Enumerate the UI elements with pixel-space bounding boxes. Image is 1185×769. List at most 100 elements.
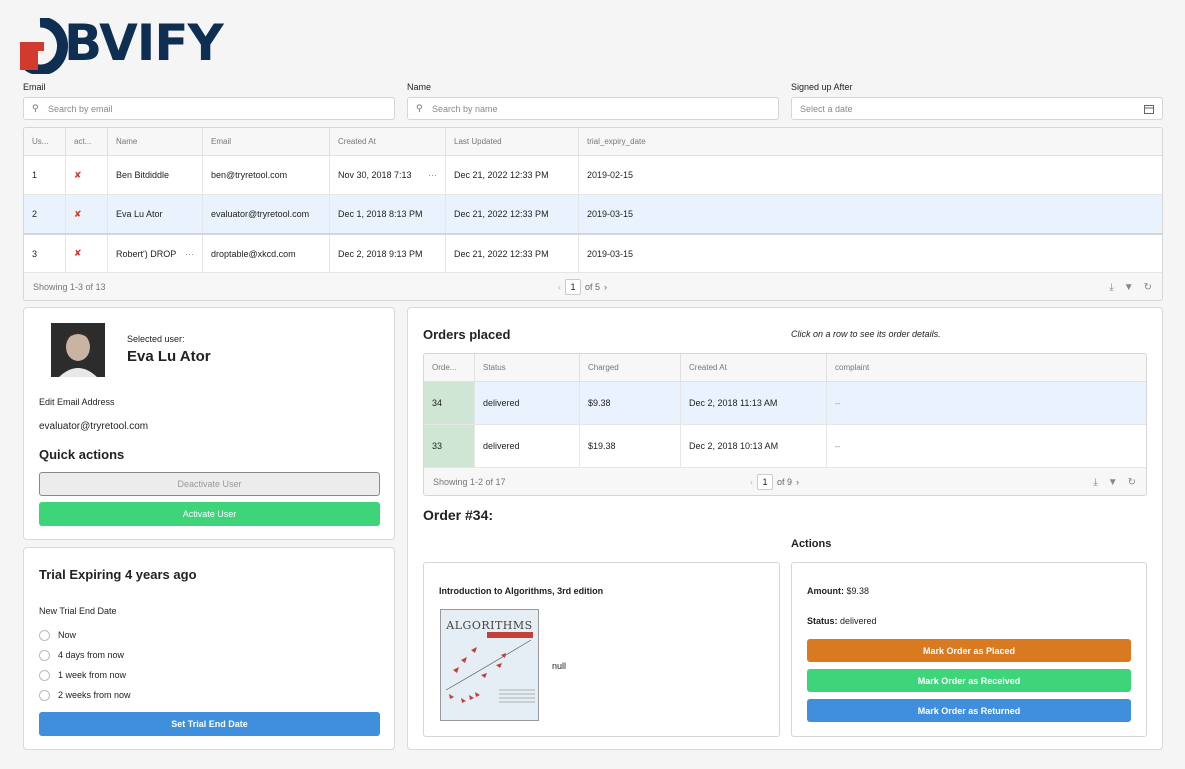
- trial-card: Trial Expiring 4 years ago New Trial End…: [23, 547, 395, 750]
- activate-user-button[interactable]: Activate User: [39, 502, 380, 526]
- name-filter-label: Name: [407, 82, 432, 92]
- column-header[interactable]: Status: [475, 354, 580, 381]
- users-table-footer: Showing 1-3 of 13 ‹ 1 of 5 › ⤓ ▼ ↻: [24, 273, 1162, 300]
- page-total: of 9: [777, 477, 793, 487]
- option-label: 1 week from now: [58, 670, 127, 680]
- cover-stripe: [487, 632, 533, 638]
- user-id-cell: 1: [24, 156, 66, 194]
- trial-option-now[interactable]: Now: [39, 625, 131, 645]
- column-header[interactable]: Orde...: [424, 354, 475, 381]
- column-header[interactable]: Name: [108, 128, 203, 155]
- edit-email-field[interactable]: evaluator@tryretool.com: [39, 421, 149, 432]
- orders-panel: Orders placed Click on a row to see its …: [407, 307, 1163, 750]
- selected-user-caption: Selected user:: [127, 334, 185, 344]
- column-header[interactable]: Created At: [330, 128, 446, 155]
- orders-table-header: Orde... Status Charged Created At compla…: [424, 354, 1146, 382]
- obvify-logo: BVIFY: [18, 16, 268, 74]
- set-trial-end-button[interactable]: Set Trial End Date: [39, 712, 380, 736]
- name-cell: Ben Bitdiddle: [108, 156, 203, 194]
- status-value: delivered: [840, 616, 877, 626]
- column-header[interactable]: Us...: [24, 128, 66, 155]
- overflow-ellipsis-icon: ···: [185, 248, 194, 259]
- active-cell: ✘: [66, 195, 108, 233]
- email-search-input[interactable]: ⚲ Search by email: [23, 97, 395, 120]
- table-row[interactable]: 1 ✘ Ben Bitdiddle ben@tryretool.com Nov …: [24, 156, 1162, 195]
- status-cell: delivered: [475, 425, 580, 467]
- active-cell: ✘: [66, 156, 108, 194]
- download-icon[interactable]: ⤓: [1109, 281, 1114, 293]
- radio-icon: [39, 649, 50, 661]
- prev-page-icon[interactable]: ‹: [558, 282, 561, 292]
- row-count-text: Showing 1-3 of 13: [33, 282, 106, 292]
- updated-cell: Dec 21, 2022 12:33 PM: [446, 156, 579, 194]
- charged-cell: $19.38: [580, 425, 681, 467]
- pagination: ‹ 1 of 5 ›: [558, 279, 607, 295]
- prev-page-icon[interactable]: ‹: [750, 477, 753, 487]
- user-id-cell: 3: [24, 235, 66, 272]
- trial-option-2-weeks[interactable]: 2 weeks from now: [39, 685, 131, 705]
- download-icon[interactable]: ⤓: [1093, 476, 1098, 488]
- refresh-icon[interactable]: ↻: [1143, 281, 1152, 293]
- page-number-input[interactable]: 1: [757, 474, 773, 490]
- name-text: Robert') DROP: [116, 248, 177, 259]
- table-row[interactable]: 33 delivered $19.38 Dec 2, 2018 10:13 AM…: [424, 425, 1146, 468]
- email-filter-label: Email: [23, 82, 46, 92]
- next-page-icon[interactable]: ›: [604, 282, 608, 292]
- mark-placed-button[interactable]: Mark Order as Placed: [807, 639, 1131, 662]
- column-header[interactable]: act...: [66, 128, 108, 155]
- column-header[interactable]: Email: [203, 128, 330, 155]
- column-header[interactable]: Created At: [681, 354, 827, 381]
- refresh-icon[interactable]: ↻: [1127, 476, 1136, 488]
- name-cell: Robert') DROP ···: [108, 235, 203, 272]
- amount-row: Amount: $9.38: [807, 586, 869, 596]
- status-row: Status: delivered: [807, 616, 877, 626]
- book-cover-word: ALGORITHMS: [446, 619, 533, 632]
- name-search-input[interactable]: ⚲ Search by name: [407, 97, 779, 120]
- option-label: Now: [58, 630, 77, 640]
- null-text: null: [552, 661, 567, 671]
- column-header[interactable]: trial_expiry_date: [587, 137, 646, 146]
- created-cell: Nov 30, 2018 7:13 ···: [330, 156, 446, 194]
- mark-received-button[interactable]: Mark Order as Received: [807, 669, 1131, 692]
- option-label: 2 weeks from now: [58, 690, 131, 700]
- cover-mobile-art: [445, 639, 535, 703]
- table-row-selected[interactable]: 34 delivered $9.38 Dec 2, 2018 11:13 AM …: [424, 382, 1146, 425]
- radio-icon: [39, 689, 50, 701]
- trial-option-1-week[interactable]: 1 week from now: [39, 665, 131, 685]
- status-label: Status:: [807, 616, 838, 626]
- name-cell: Eva Lu Ator: [108, 195, 203, 233]
- search-icon: ⚲: [32, 103, 39, 113]
- table-tools: ⤓ ▼ ↻: [1109, 282, 1152, 293]
- page-number-input[interactable]: 1: [565, 279, 581, 295]
- orders-table: Orde... Status Charged Created At compla…: [423, 353, 1147, 496]
- orders-table-footer: Showing 1-2 of 17 ‹ 1 of 9 › ⤓ ▼ ↻: [424, 468, 1146, 495]
- column-header[interactable]: complaint: [835, 363, 870, 372]
- signup-date-picker[interactable]: Select a date: [791, 97, 1163, 120]
- active-cell: ✘: [66, 235, 108, 272]
- column-header[interactable]: Charged: [580, 354, 681, 381]
- trial-title: Trial Expiring 4 years ago: [39, 567, 197, 582]
- deactivate-user-button[interactable]: Deactivate User: [39, 472, 380, 496]
- email-cell: ben@tryretool.com: [203, 156, 330, 194]
- logo-mark-icon: [20, 18, 68, 74]
- table-row-selected[interactable]: 2 ✘ Eva Lu Ator evaluator@tryretool.com …: [24, 195, 1162, 235]
- inactive-x-icon: ✘: [74, 208, 82, 219]
- status-cell: delivered: [475, 382, 580, 424]
- amount-label: Amount:: [807, 586, 844, 596]
- mark-returned-button[interactable]: Mark Order as Returned: [807, 699, 1131, 722]
- page-total: of 5: [585, 282, 601, 292]
- inactive-x-icon: ✘: [74, 248, 82, 258]
- table-row[interactable]: 3 ✘ Robert') DROP ··· droptable@xkcd.com …: [24, 235, 1162, 273]
- trial-option-4-days[interactable]: 4 days from now: [39, 645, 131, 665]
- option-label: 4 days from now: [58, 650, 125, 660]
- pagination: ‹ 1 of 9 ›: [750, 474, 799, 490]
- new-trial-end-label: New Trial End Date: [39, 606, 117, 616]
- complaint-cell: –: [835, 398, 841, 408]
- filter-icon[interactable]: ▼: [1123, 281, 1134, 293]
- updated-cell: Dec 21, 2022 12:33 PM: [446, 235, 579, 272]
- order-id-cell: 33: [424, 425, 475, 467]
- created-cell: Dec 2, 2018 11:13 AM: [681, 382, 827, 424]
- filter-icon[interactable]: ▼: [1107, 476, 1118, 488]
- column-header[interactable]: Last Updated: [446, 128, 579, 155]
- next-page-icon[interactable]: ›: [796, 477, 800, 487]
